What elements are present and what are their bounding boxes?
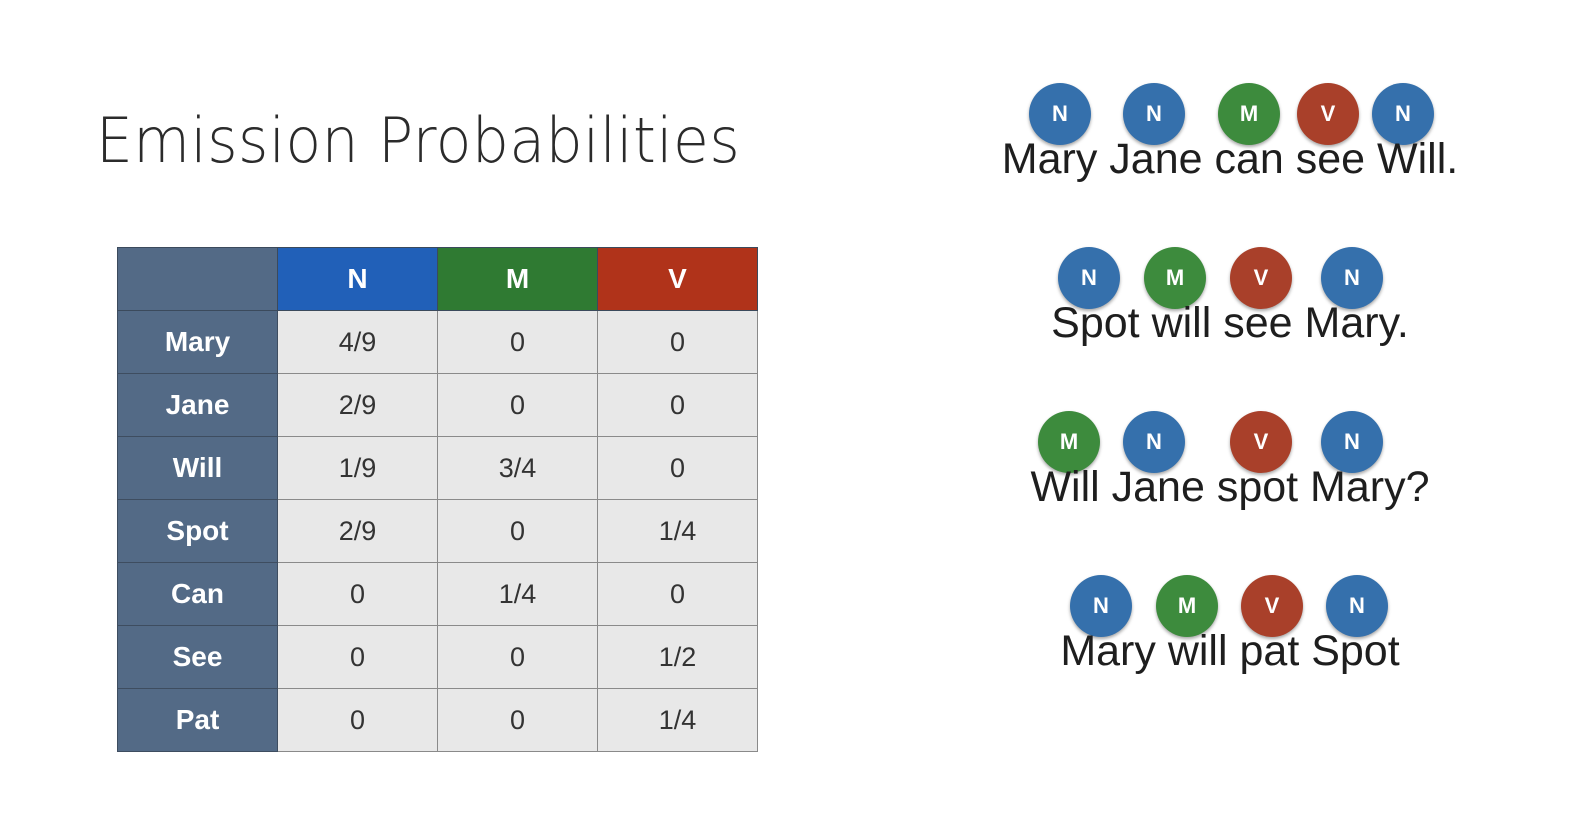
- tag-row: N M V N: [980, 575, 1480, 639]
- table-cell: 0: [277, 625, 438, 689]
- tag-circle-v: V: [1297, 83, 1359, 145]
- tag-circle-n: N: [1372, 83, 1434, 145]
- row-header: Jane: [117, 373, 278, 437]
- table-cell: 0: [437, 625, 598, 689]
- table-corner-cell: [117, 247, 278, 311]
- table-cell: 1/2: [597, 625, 758, 689]
- row-header: Spot: [117, 499, 278, 563]
- tag-circle-n: N: [1058, 247, 1120, 309]
- table-cell: 4/9: [277, 310, 438, 374]
- tag-circle-m: M: [1038, 411, 1100, 473]
- column-header-v: V: [597, 247, 758, 311]
- emission-table: N M V Mary 4/9 0 0 Jane 2/9 0 0 Will 1/9…: [117, 247, 758, 752]
- table-row: Jane 2/9 0 0: [117, 373, 758, 437]
- table-cell: 0: [437, 310, 598, 374]
- table-cell: 0: [277, 688, 438, 752]
- row-header: Will: [117, 436, 278, 500]
- column-header-m: M: [437, 247, 598, 311]
- tag-circle-n: N: [1321, 411, 1383, 473]
- table-row: Mary 4/9 0 0: [117, 310, 758, 374]
- tag-circle-m: M: [1156, 575, 1218, 637]
- sentence-text: Spot will see Mary.: [1051, 299, 1409, 347]
- table-cell: 1/4: [597, 499, 758, 563]
- table-cell: 0: [277, 562, 438, 626]
- table-row: Spot 2/9 0 1/4: [117, 499, 758, 563]
- tag-circle-v: V: [1230, 247, 1292, 309]
- tag-circle-m: M: [1218, 83, 1280, 145]
- table-row: See 0 0 1/2: [117, 625, 758, 689]
- tag-row: M N V N: [980, 411, 1480, 475]
- row-header: Can: [117, 562, 278, 626]
- table-cell: 0: [437, 373, 598, 437]
- tag-circle-v: V: [1241, 575, 1303, 637]
- tag-circle-n: N: [1123, 83, 1185, 145]
- row-header: Pat: [117, 688, 278, 752]
- sentence-text: Mary Jane can see Will.: [1001, 135, 1459, 183]
- column-header-n: N: [277, 247, 438, 311]
- table-cell: 1/4: [597, 688, 758, 752]
- tag-circle-n: N: [1070, 575, 1132, 637]
- tag-circle-m: M: [1144, 247, 1206, 309]
- table-cell: 1/9: [277, 436, 438, 500]
- tag-circle-n: N: [1123, 411, 1185, 473]
- sentence-text: Will Jane spot Mary?: [1030, 463, 1430, 511]
- table-row: Can 0 1/4 0: [117, 562, 758, 626]
- row-header: See: [117, 625, 278, 689]
- table-row: Will 1/9 3/4 0: [117, 436, 758, 500]
- sentence-text: Mary will pat Spot: [1060, 627, 1400, 675]
- tag-circle-n: N: [1326, 575, 1388, 637]
- tag-circle-n: N: [1029, 83, 1091, 145]
- table-cell: 0: [597, 373, 758, 437]
- tag-row: N M V N: [980, 247, 1480, 311]
- table-cell: 0: [597, 562, 758, 626]
- table-cell: 2/9: [277, 499, 438, 563]
- table-row: Pat 0 0 1/4: [117, 688, 758, 752]
- table-header-row: N M V: [117, 247, 758, 311]
- table-cell: 0: [437, 688, 598, 752]
- table-cell: 1/4: [437, 562, 598, 626]
- page-title: Emission Probabilities: [96, 104, 741, 177]
- table-cell: 2/9: [277, 373, 438, 437]
- table-cell: 0: [597, 436, 758, 500]
- tag-circle-v: V: [1230, 411, 1292, 473]
- tag-row: N N M V N: [980, 83, 1480, 147]
- row-header: Mary: [117, 310, 278, 374]
- table-cell: 0: [597, 310, 758, 374]
- tag-circle-n: N: [1321, 247, 1383, 309]
- table-cell: 0: [437, 499, 598, 563]
- table-cell: 3/4: [437, 436, 598, 500]
